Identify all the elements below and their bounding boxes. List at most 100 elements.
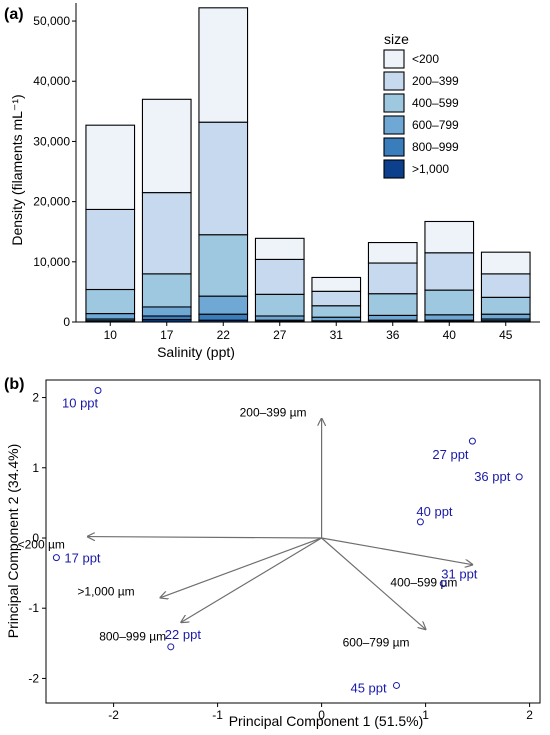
legend-label: >1,000 bbox=[412, 162, 449, 176]
x-tick-label: 22 bbox=[217, 328, 231, 342]
legend-swatch bbox=[383, 71, 405, 91]
bar-segment bbox=[141, 273, 192, 308]
loading-arrow bbox=[321, 537, 473, 565]
y-tick-label: 10,000 bbox=[33, 255, 70, 269]
bar-segment bbox=[367, 293, 418, 316]
panel-b: (b) -2 -1 0 1 2 -2 -1 0 1 2 200–399 µm <200 µm 400–… bbox=[4, 376, 541, 729]
bar-segment bbox=[480, 273, 531, 298]
x-tick-label: -2 bbox=[108, 708, 119, 722]
bar-stack-36 bbox=[367, 242, 418, 323]
panel-b-plot-border bbox=[45, 379, 541, 704]
x-tick-label: 0 bbox=[318, 708, 325, 722]
panel-a: (a) 0 10,000 20,000 30,000 40,000 50,000 10 17… bbox=[4, 3, 540, 360]
sample-point-label: 45 ppt bbox=[350, 680, 387, 695]
y-tick-label: 50,000 bbox=[33, 14, 70, 28]
bar-segment bbox=[254, 293, 305, 317]
sample-point bbox=[468, 437, 476, 445]
x-tick-label: 1 bbox=[422, 708, 429, 722]
bar-segment bbox=[198, 7, 249, 123]
sample-point-label: 31 ppt bbox=[441, 567, 478, 582]
bar-segment bbox=[367, 242, 418, 264]
legend-label: 400–599 bbox=[412, 96, 459, 110]
bar-segment bbox=[424, 252, 475, 291]
sample-point-label: 40 ppt bbox=[416, 504, 453, 519]
panel-a-bars bbox=[85, 7, 531, 323]
legend-swatch bbox=[383, 137, 405, 157]
y-tick-label: 30,000 bbox=[33, 134, 70, 148]
legend-swatch bbox=[383, 49, 405, 69]
bar-segment bbox=[480, 251, 531, 275]
x-tick-label: 40 bbox=[443, 328, 457, 342]
bar-segment bbox=[85, 313, 136, 320]
bar-segment bbox=[254, 258, 305, 295]
bar-segment bbox=[85, 288, 136, 315]
legend-swatch bbox=[383, 93, 405, 113]
x-tick-label: 45 bbox=[499, 328, 513, 342]
sample-point bbox=[439, 580, 447, 588]
sample-point-label: 27 ppt bbox=[432, 447, 469, 462]
panel-b-axes: -2 -1 0 1 2 -2 -1 0 1 2 bbox=[28, 391, 533, 722]
legend-label: 200–399 bbox=[412, 74, 459, 88]
panel-a-y-axis-title: Density (filaments mL⁻¹) bbox=[9, 94, 25, 245]
loading-label: 400–599 µm bbox=[390, 576, 457, 590]
bar-segment bbox=[311, 305, 362, 318]
bar-segment bbox=[141, 192, 192, 275]
y-tick-label: -2 bbox=[28, 671, 39, 685]
bar-segment bbox=[141, 306, 192, 317]
bar-stack-45 bbox=[480, 251, 531, 323]
bar-segment bbox=[141, 98, 192, 194]
bar-segment bbox=[480, 296, 531, 315]
loading-arrow bbox=[321, 537, 426, 629]
bar-segment bbox=[424, 220, 475, 254]
loading-arrow bbox=[181, 537, 322, 622]
loading-arrow bbox=[160, 537, 322, 598]
panel-a-x-axis-title: Salinity (ppt) bbox=[157, 344, 235, 360]
legend-label: 600–799 bbox=[412, 118, 459, 132]
sample-point-label: 36 ppt bbox=[474, 469, 511, 484]
panel-b-y-axis-title: Principal Component 2 (34.4%) bbox=[5, 444, 21, 639]
bar-segment bbox=[198, 121, 249, 236]
bar-stack-31 bbox=[311, 276, 362, 323]
x-tick-label: 17 bbox=[160, 328, 174, 342]
bar-segment bbox=[85, 124, 136, 210]
bar-segment bbox=[480, 313, 531, 320]
x-tick-label: 31 bbox=[330, 328, 344, 342]
legend-swatch bbox=[383, 159, 405, 179]
loading-label: 800–999 µm bbox=[99, 629, 166, 643]
legend-title: size bbox=[384, 31, 409, 47]
bar-segment bbox=[198, 295, 249, 315]
bar-segment bbox=[367, 262, 418, 295]
bar-segment bbox=[254, 237, 305, 260]
bar-stack-40 bbox=[424, 220, 475, 323]
y-tick-label: 0 bbox=[63, 315, 70, 329]
panel-a-y-axis: 0 10,000 20,000 30,000 40,000 50,000 bbox=[33, 14, 76, 329]
x-tick-label: 2 bbox=[526, 708, 533, 722]
legend-swatch bbox=[383, 115, 405, 135]
x-tick-label: 10 bbox=[104, 328, 118, 342]
y-tick-label: 0 bbox=[32, 531, 39, 545]
panel-b-label: (b) bbox=[4, 376, 24, 393]
bar-segment bbox=[254, 315, 305, 321]
sample-point bbox=[416, 518, 424, 526]
x-tick-label: 36 bbox=[386, 328, 400, 342]
loading-arrow bbox=[88, 537, 322, 538]
sample-point bbox=[52, 554, 60, 562]
bar-segment bbox=[367, 314, 418, 321]
bar-segment bbox=[198, 234, 249, 297]
x-tick-label: -1 bbox=[212, 708, 223, 722]
x-tick-label: 27 bbox=[273, 328, 287, 342]
sample-point-label: 22 ppt bbox=[165, 627, 202, 642]
y-tick-label: 2 bbox=[32, 391, 39, 405]
panel-b-points: 10 ppt 17 ppt 22 ppt 27 ppt 36 ppt 40 ppt 31 p… bbox=[52, 387, 523, 695]
sample-point bbox=[515, 473, 523, 481]
loading-label: 600–799 µm bbox=[343, 635, 410, 649]
legend-label: <200 bbox=[412, 52, 439, 66]
bar-stack-10 bbox=[85, 124, 136, 323]
sample-point bbox=[392, 681, 400, 689]
loading-label: 200–399 µm bbox=[240, 406, 307, 420]
sample-point bbox=[94, 387, 102, 395]
sample-point-label: 10 ppt bbox=[62, 396, 99, 411]
bar-stack-17 bbox=[141, 98, 192, 323]
panel-b-loading-arrows: 200–399 µm <200 µm 400–599 µm >1,000 µm 800–… bbox=[18, 406, 473, 649]
